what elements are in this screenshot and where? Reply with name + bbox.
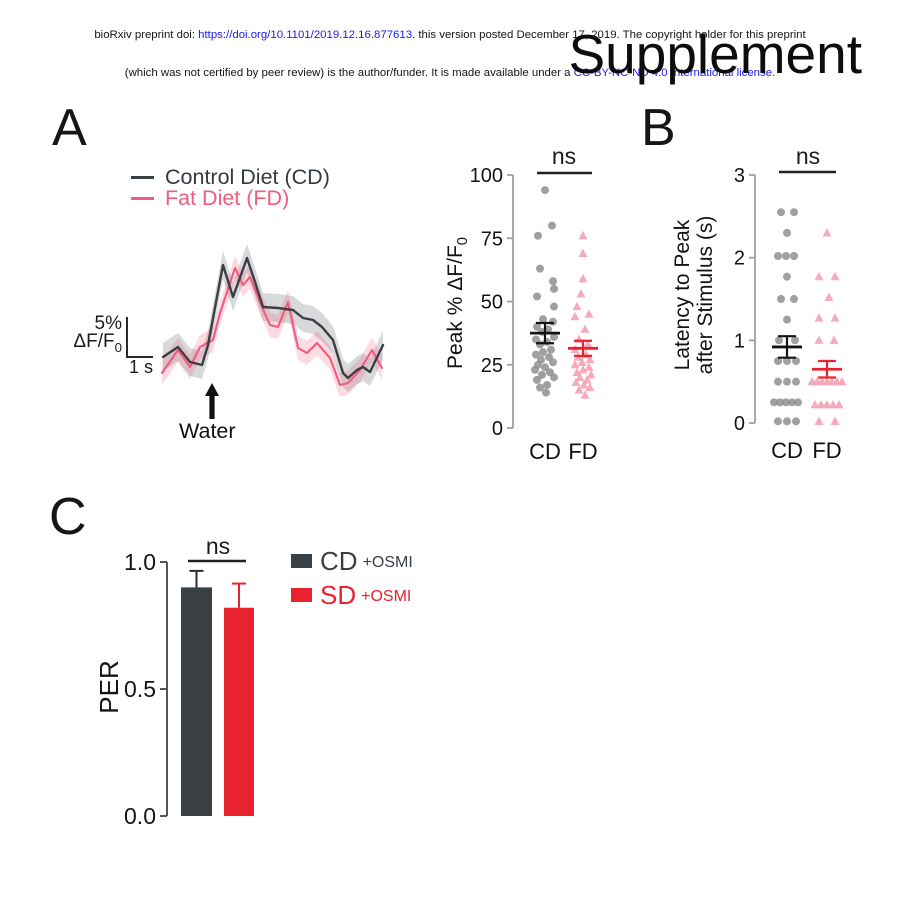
svg-text:1: 1	[734, 330, 745, 352]
ylabel-text: Peak % ΔF/F	[444, 245, 467, 369]
peak-scatter-plot: 0 25 50 75 100 CD FD	[470, 165, 598, 464]
legend-label: CD	[320, 546, 358, 576]
scale-y-ratio: ΔF/F0	[68, 331, 122, 355]
legend-label: SD	[320, 580, 357, 610]
legend-suffix: +OSMI	[362, 553, 413, 571]
panel-a-legend: Control Diet (CD) Fat Diet (FD)	[131, 165, 330, 210]
ns-label-per: ns	[205, 533, 231, 559]
per-bar-chart: 0.0 0.5 1.0	[124, 549, 254, 829]
svg-text:0: 0	[734, 413, 745, 435]
peak-y-axis-label: Peak % ΔF/F0	[441, 153, 471, 453]
dff-text: ΔF/F	[73, 331, 115, 352]
svg-text:FD: FD	[568, 439, 597, 464]
ylabel-line1: Latency to Peak	[671, 219, 694, 371]
cd-line-swatch	[131, 175, 154, 180]
doi-link[interactable]: https://doi.org/10.1101/2019.12.16.87761…	[198, 29, 413, 42]
header-line-1: bioRxiv preprint doi: https://doi.org/10…	[0, 29, 900, 42]
per-y-axis-label: PER	[94, 660, 124, 714]
scale-y-pct: 5%	[94, 313, 122, 334]
panel-a-letter: A	[52, 99, 87, 157]
legend-item-sd-osmi: SD +OSMI	[291, 580, 413, 610]
header-line-2: (which was not certified by peer review)…	[0, 67, 900, 80]
legend-item-fd: Fat Diet (FD)	[131, 186, 330, 210]
ylabel-line2: after Stimulus (s)	[694, 215, 717, 375]
scale-x-time: 1 s	[129, 357, 154, 377]
svg-text:3: 3	[734, 165, 745, 187]
svg-text:0: 0	[492, 418, 503, 440]
header-text: (which was not certified by peer review)…	[124, 66, 574, 79]
header-text: bioRxiv preprint doi:	[94, 29, 199, 42]
legend-item-cd-osmi: CD +OSMI	[291, 546, 413, 576]
latency-y-axis-label: Latency to Peak after Stimulus (s)	[671, 145, 717, 445]
svg-text:75: 75	[481, 228, 503, 250]
ns-label-peak: ns	[551, 143, 577, 169]
water-label: Water	[179, 419, 236, 443]
svg-text:0.0: 0.0	[124, 803, 156, 829]
svg-text:CD: CD	[771, 438, 803, 463]
sd-bar-swatch	[291, 588, 312, 602]
svg-text:50: 50	[481, 292, 503, 314]
panel-c-legend: CD +OSMI SD +OSMI	[291, 546, 413, 617]
legend-label: Fat Diet (FD)	[165, 186, 290, 210]
biorxiv-header: bioRxiv preprint doi: https://doi.org/10…	[0, 4, 900, 105]
ns-label-latency: ns	[795, 143, 821, 169]
license-link[interactable]: CC-BY-NC-ND 4.0 International license.	[573, 66, 776, 79]
svg-text:CD: CD	[529, 439, 561, 464]
legend-label: Control Diet (CD)	[165, 165, 330, 189]
legend-suffix: +OSMI	[361, 587, 412, 605]
latency-scatter-plot: 0 1 2 3 CD FD	[734, 165, 847, 463]
fd-line-swatch	[131, 196, 154, 201]
svg-text:1.0: 1.0	[124, 549, 156, 575]
legend-item-cd: Control Diet (CD)	[131, 165, 330, 189]
water-stimulus-arrow	[205, 383, 219, 419]
ylabel-sub: 0	[455, 237, 472, 246]
trace-plot	[160, 244, 385, 397]
dff-sub: 0	[114, 339, 122, 355]
svg-text:0.5: 0.5	[124, 676, 156, 702]
cd-bar-swatch	[291, 554, 312, 568]
svg-text:100: 100	[470, 165, 503, 187]
svg-text:FD: FD	[812, 438, 841, 463]
header-text: . this version posted December 17, 2019.…	[412, 29, 806, 42]
svg-text:2: 2	[734, 248, 745, 270]
scale-bar	[126, 317, 153, 358]
page-title: Supplement	[568, 23, 862, 85]
svg-text:25: 25	[481, 355, 503, 377]
panel-b-letter: B	[641, 99, 676, 157]
panel-c-letter: C	[49, 488, 87, 546]
